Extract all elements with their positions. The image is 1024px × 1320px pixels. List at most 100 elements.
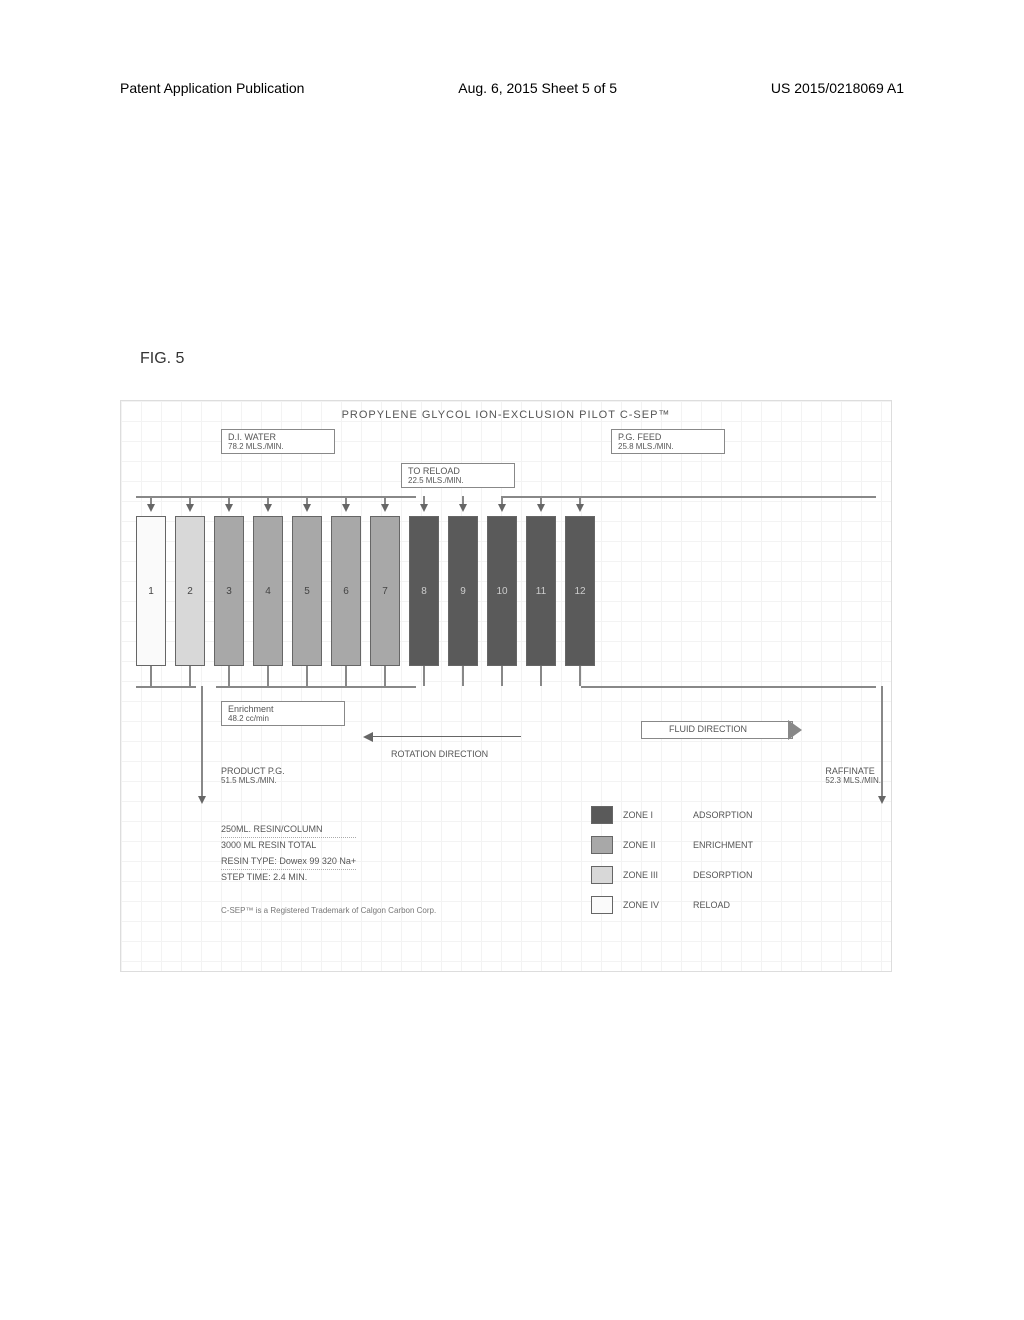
column-6: 6 (331, 516, 361, 666)
column-5: 5 (292, 516, 322, 666)
column-wrap: 4 (253, 516, 283, 666)
column-out-line (423, 666, 425, 686)
column-9: 9 (448, 516, 478, 666)
column-in-arrow-icon (459, 504, 467, 512)
column-out-line (306, 666, 308, 686)
legend: ZONE IADSORPTIONZONE IIENRICHMENTZONE II… (591, 806, 753, 926)
flow-line-top-left (136, 496, 416, 498)
to-reload-box: TO RELOAD 22.5 MLS./MIN. (401, 463, 515, 488)
to-reload-label: TO RELOAD (408, 466, 508, 476)
column-2: 2 (175, 516, 205, 666)
column-in-arrow-icon (537, 504, 545, 512)
column-wrap: 3 (214, 516, 244, 666)
rotation-arrow (371, 736, 521, 737)
column-out-line (228, 666, 230, 686)
product-rate: 51.5 MLS./MIN. (221, 776, 285, 785)
figure-label: FIG. 5 (140, 350, 184, 368)
column-7: 7 (370, 516, 400, 666)
column-out-line (150, 666, 152, 686)
column-out-line (579, 666, 581, 686)
column-in-arrow-icon (576, 504, 584, 512)
column-4: 4 (253, 516, 283, 666)
enrichment-box: Enrichment 48.2 cc/min (221, 701, 345, 726)
columns-container: 123456789101112 (136, 516, 595, 666)
raffinate-box: RAFFINATE 52.3 MLS./MIN. (825, 766, 881, 785)
column-wrap: 8 (409, 516, 439, 666)
trademark-note: C-SEP™ is a Registered Trademark of Calg… (221, 906, 436, 915)
column-8: 8 (409, 516, 439, 666)
raffinate-arrow-icon (878, 796, 886, 804)
header-center: Aug. 6, 2015 Sheet 5 of 5 (458, 80, 617, 96)
legend-name: ADSORPTION (693, 810, 753, 820)
di-water-box: D.I. WATER 78.2 MLS./MIN. (221, 429, 335, 454)
legend-swatch-icon (591, 866, 613, 884)
legend-name: DESORPTION (693, 870, 753, 880)
spec-box: 250ML. RESIN/COLUMN 3000 ML RESIN TOTAL … (221, 821, 356, 885)
column-out-line (267, 666, 269, 686)
pg-feed-box: P.G. FEED 25.8 MLS./MIN. (611, 429, 725, 454)
column-11: 11 (526, 516, 556, 666)
column-in-arrow-icon (381, 504, 389, 512)
column-12: 12 (565, 516, 595, 666)
enrichment-rate: 48.2 cc/min (228, 714, 338, 723)
legend-row: ZONE III DESORPTION (591, 866, 753, 884)
legend-swatch-icon (591, 836, 613, 854)
spec-line-2: 3000 ML RESIN TOTAL (221, 838, 356, 852)
column-out-line (540, 666, 542, 686)
di-water-label: D.I. WATER (228, 432, 328, 442)
column-out-line (384, 666, 386, 686)
legend-name: ENRICHMENT (693, 840, 753, 850)
column-in-arrow-icon (264, 504, 272, 512)
column-out-line (345, 666, 347, 686)
column-out-line (501, 666, 503, 686)
column-wrap: 9 (448, 516, 478, 666)
column-in-arrow-icon (303, 504, 311, 512)
spec-line-1: 250ML. RESIN/COLUMN (221, 821, 356, 838)
legend-swatch-icon (591, 896, 613, 914)
column-out-line (189, 666, 191, 686)
product-label: PRODUCT P.G. (221, 766, 285, 776)
raffinate-rate: 52.3 MLS./MIN. (825, 776, 881, 785)
column-in-arrow-icon (147, 504, 155, 512)
column-wrap: 5 (292, 516, 322, 666)
legend-swatch-icon (591, 806, 613, 824)
legend-name: RELOAD (693, 900, 730, 910)
legend-code: ZONE III (623, 870, 683, 880)
column-out-line (462, 666, 464, 686)
column-in-arrow-icon (420, 504, 428, 512)
pg-feed-label: P.G. FEED (618, 432, 718, 442)
legend-row: ZONE I ADSORPTION (591, 806, 753, 824)
product-vline (201, 686, 203, 796)
column-in-arrow-icon (186, 504, 194, 512)
column-wrap: 12 (565, 516, 595, 666)
column-wrap: 10 (487, 516, 517, 666)
legend-code: ZONE II (623, 840, 683, 850)
column-in-arrow-icon (225, 504, 233, 512)
product-arrow-icon (198, 796, 206, 804)
legend-code: ZONE I (623, 810, 683, 820)
column-3: 3 (214, 516, 244, 666)
legend-row: ZONE IV RELOAD (591, 896, 753, 914)
column-1: 1 (136, 516, 166, 666)
di-water-rate: 78.2 MLS./MIN. (228, 442, 328, 451)
legend-row: ZONE II ENRICHMENT (591, 836, 753, 854)
column-10: 10 (487, 516, 517, 666)
column-wrap: 11 (526, 516, 556, 666)
flow-line-bottom-1 (136, 686, 196, 688)
rotation-direction-label: ROTATION DIRECTION (391, 749, 488, 759)
column-in-arrow-icon (342, 504, 350, 512)
header-left: Patent Application Publication (120, 80, 304, 96)
column-wrap: 2 (175, 516, 205, 666)
column-wrap: 7 (370, 516, 400, 666)
product-box: PRODUCT P.G. 51.5 MLS./MIN. (221, 766, 285, 785)
enrichment-label: Enrichment (228, 704, 338, 714)
column-in-arrow-icon (498, 504, 506, 512)
raffinate-vline (881, 686, 883, 796)
fluid-direction-label: FLUID DIRECTION (669, 724, 747, 734)
legend-code: ZONE IV (623, 900, 683, 910)
raffinate-label: RAFFINATE (825, 766, 881, 776)
flow-line-bottom-3 (581, 686, 876, 688)
flow-line-top-right (501, 496, 876, 498)
csep-diagram: PROPYLENE GLYCOL ION-EXCLUSION PILOT C-S… (120, 400, 892, 972)
spec-line-4: STEP TIME: 2.4 MIN. (221, 870, 356, 884)
